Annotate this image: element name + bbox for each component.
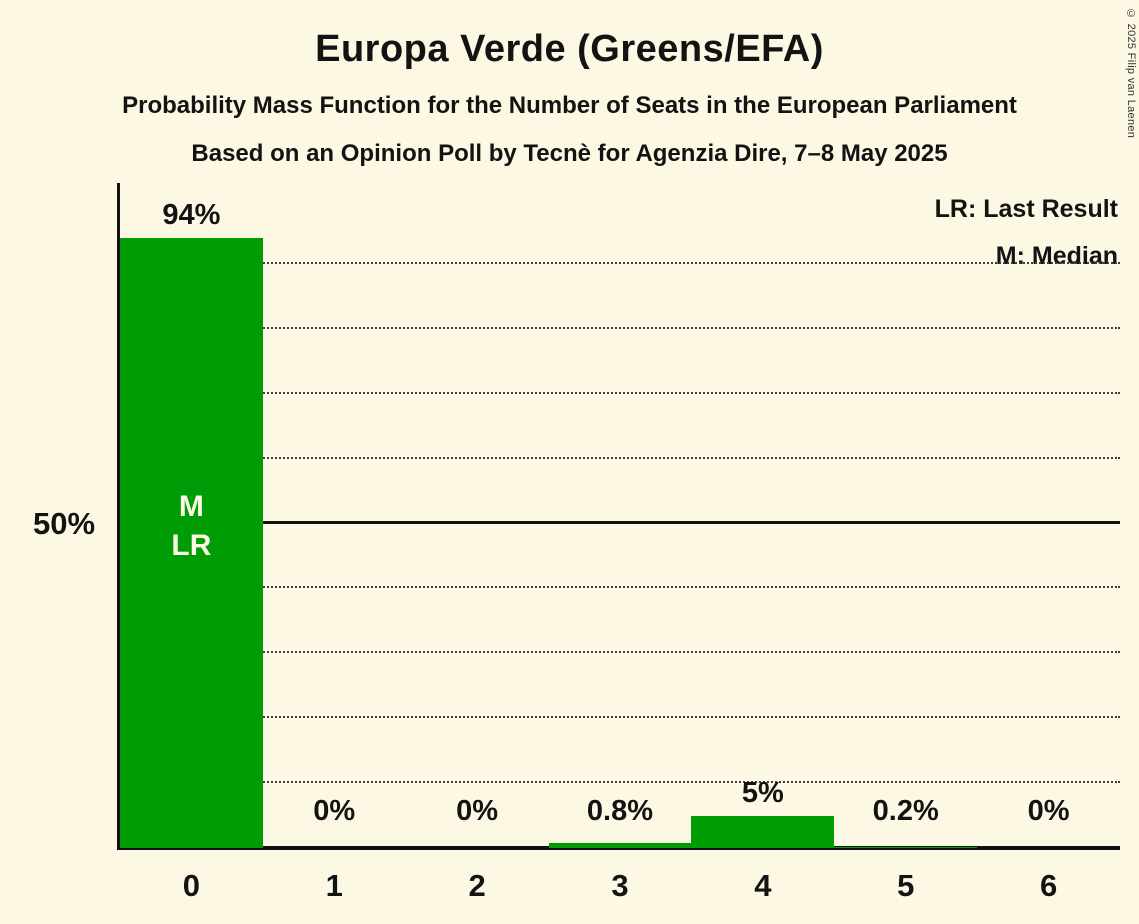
bar-value-label-3: 0.8% bbox=[586, 795, 654, 827]
x-axis-line bbox=[117, 846, 1120, 850]
bar-value-label-5: 0.2% bbox=[872, 795, 939, 827]
x-tick-label-0: 0 bbox=[182, 868, 201, 903]
x-tick-label-6: 6 bbox=[1039, 868, 1058, 903]
bar-value-label-4: 5% bbox=[741, 776, 784, 809]
y-axis-50pct-label: 50% bbox=[32, 506, 96, 541]
chart-title: Europa Verde (Greens/EFA) bbox=[315, 28, 824, 70]
gridline-dotted bbox=[120, 651, 1120, 654]
bar-value-label-0: 94% bbox=[162, 198, 221, 231]
bar-seats-0 bbox=[120, 237, 263, 848]
legend: LR: Last Result M: Median bbox=[935, 186, 1118, 280]
x-tick-label-1: 1 bbox=[325, 868, 343, 903]
bar-value-label-2: 0% bbox=[456, 795, 499, 827]
bar-seats-5 bbox=[834, 846, 978, 848]
legend-median: M: Median bbox=[995, 242, 1118, 270]
x-tick-label-5: 5 bbox=[897, 868, 915, 903]
gridline-dotted bbox=[120, 586, 1120, 589]
chart-subtitle-source: Based on an Opinion Poll by Tecnè for Ag… bbox=[191, 140, 948, 167]
y-axis-line bbox=[117, 183, 120, 850]
x-tick-label-2: 2 bbox=[468, 868, 486, 903]
bar-seats-3 bbox=[548, 842, 692, 848]
bar-slot-6: 0% bbox=[977, 185, 1120, 848]
gridline-dotted bbox=[120, 716, 1120, 719]
legend-last-result: LR: Last Result bbox=[934, 195, 1118, 223]
gridline-dotted bbox=[120, 781, 1120, 784]
x-tick-label-4: 4 bbox=[754, 868, 772, 903]
gridline-dotted bbox=[120, 261, 1120, 264]
x-tick-label-3: 3 bbox=[611, 868, 629, 903]
gridline-dotted bbox=[120, 391, 1120, 394]
bar-slot-1: 0% bbox=[263, 185, 406, 848]
bar-slot-4: 5% bbox=[691, 185, 835, 848]
bar-slot-0: 94% M LR bbox=[120, 185, 263, 848]
gridline-dotted bbox=[120, 326, 1120, 329]
bar-value-label-6: 0% bbox=[1027, 795, 1070, 827]
gridline-dotted bbox=[120, 456, 1120, 459]
gridline-50pct-solid bbox=[120, 520, 1120, 524]
plot-area: 94% M LR 0% 0% 0.8% 5% 0.2% 0% bbox=[120, 185, 1120, 848]
bar-value-label-1: 0% bbox=[313, 795, 356, 827]
bar-slot-3: 0.8% bbox=[548, 185, 692, 848]
bar-slot-2: 0% bbox=[406, 185, 549, 848]
last-result-marker: LR bbox=[171, 528, 212, 562]
chart-subtitle: Probability Mass Function for the Number… bbox=[122, 92, 1017, 119]
copyright-text: © 2025 Filip van Laenen bbox=[1125, 8, 1137, 139]
bar-marker-labels: M LR bbox=[120, 487, 263, 565]
bar-seats-4 bbox=[691, 815, 835, 848]
x-axis-tick-labels: 0 1 2 3 4 5 6 bbox=[120, 868, 1120, 904]
bar-slot-5: 0.2% bbox=[834, 185, 978, 848]
median-marker: M bbox=[178, 489, 204, 523]
